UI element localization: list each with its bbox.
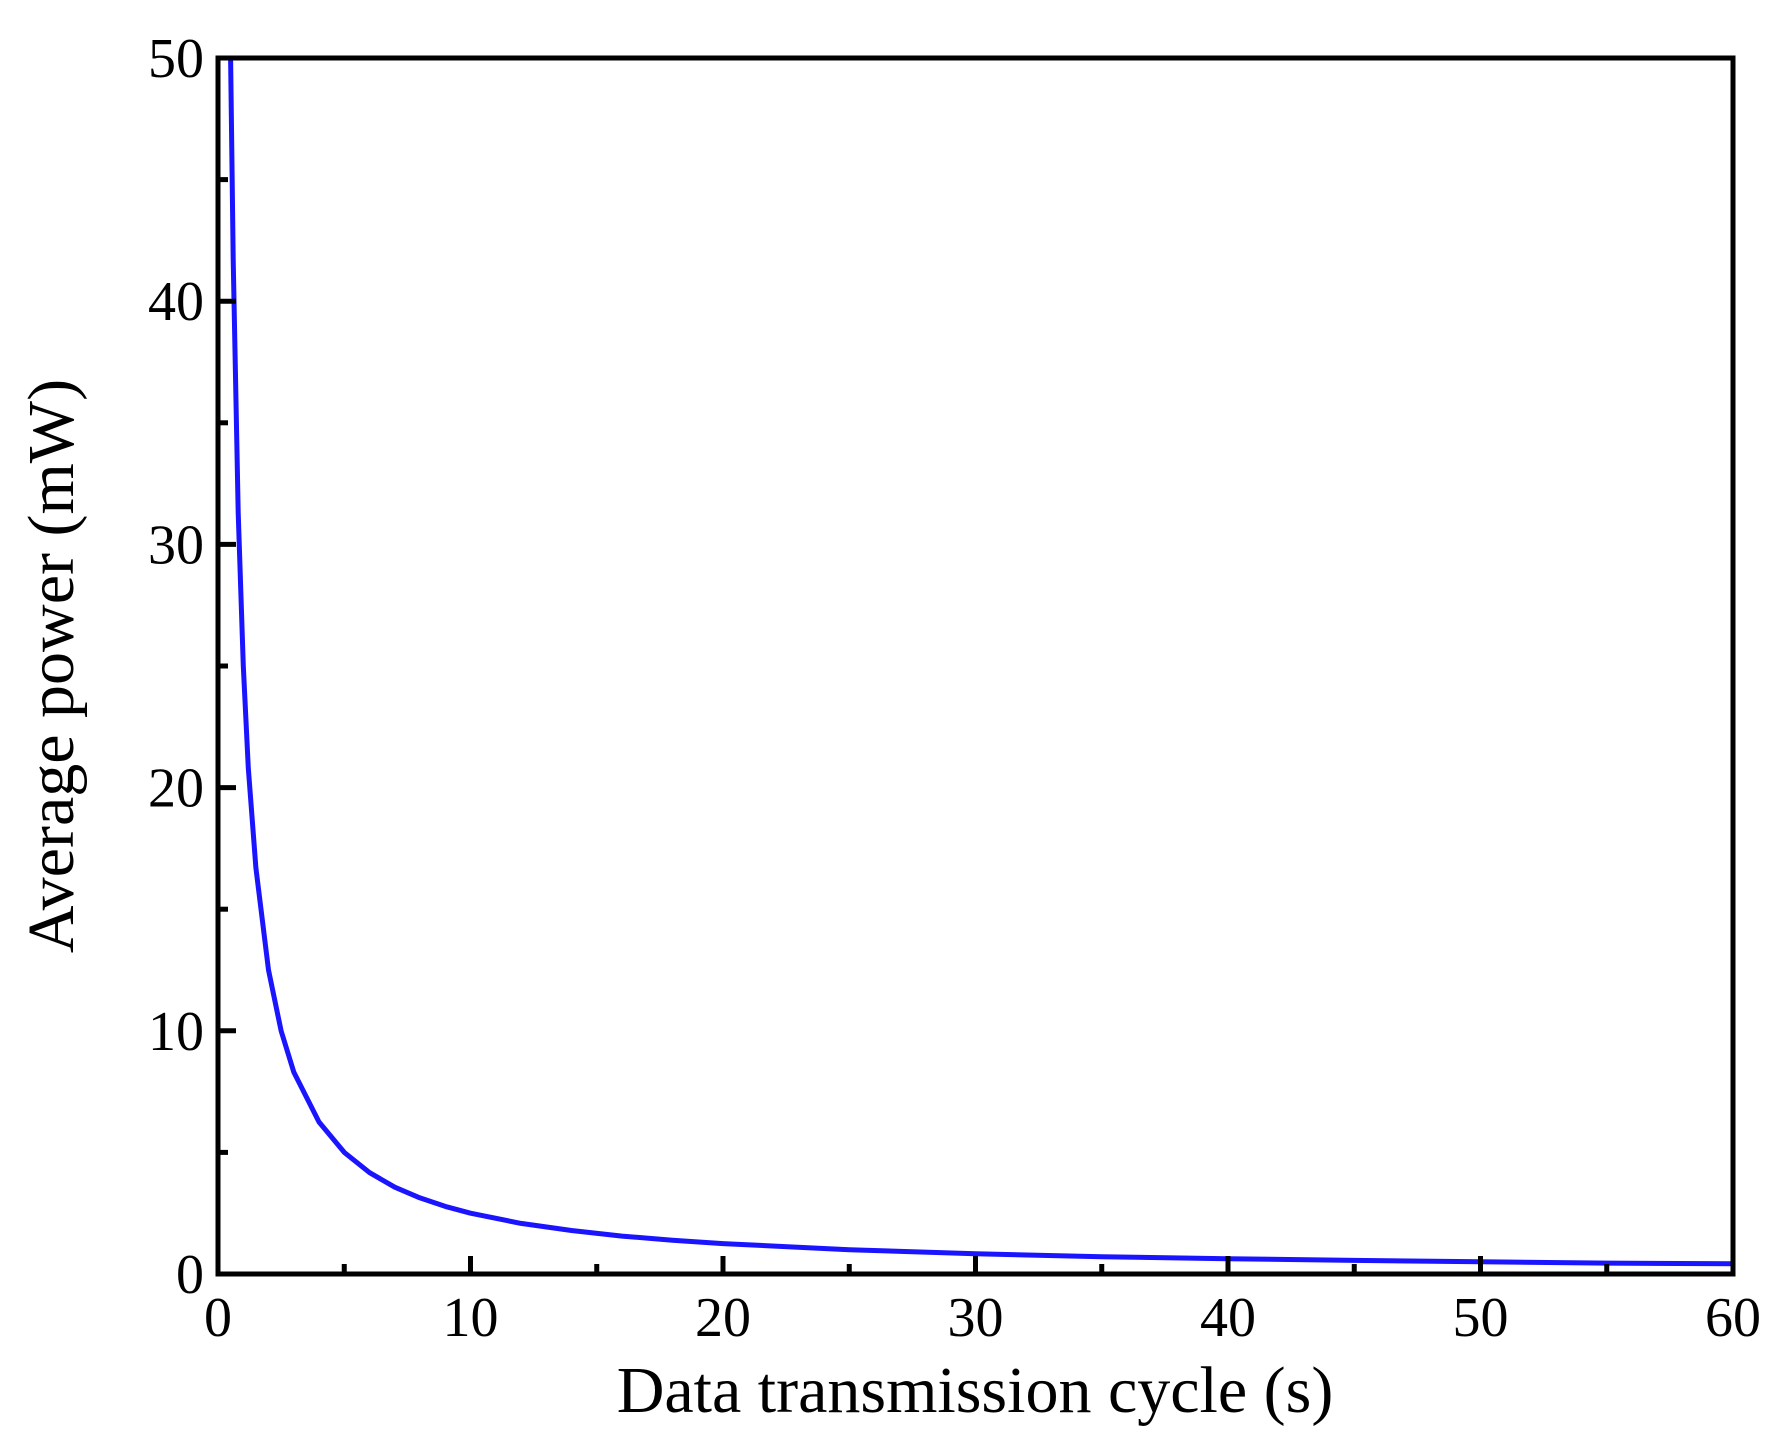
y-tick-label: 0 — [176, 1244, 204, 1306]
tick-layer: 0 10 20 30 40 50 60 0 10 20 30 40 50 — [148, 28, 1761, 1349]
y-tick-label: 40 — [148, 271, 204, 333]
series-line — [228, 55, 1736, 1267]
x-tick-label: 20 — [695, 1287, 751, 1349]
y-axis-title: Average power (mW) — [15, 379, 88, 953]
x-tick-label: 30 — [948, 1287, 1004, 1349]
x-tick-label: 10 — [443, 1287, 499, 1349]
y-tick-label: 20 — [148, 758, 204, 820]
plot-frame — [215, 55, 1736, 1277]
x-tick-label: 60 — [1705, 1287, 1761, 1349]
x-axis-title: Data transmission cycle (s) — [617, 1354, 1334, 1427]
y-tick-label: 30 — [148, 514, 204, 576]
y-tick-label: 10 — [148, 1001, 204, 1063]
x-tick-label: 0 — [204, 1287, 232, 1349]
plot-layer — [228, 55, 1736, 1267]
x-tick-label: 50 — [1453, 1287, 1509, 1349]
x-tick-label: 40 — [1200, 1287, 1256, 1349]
y-tick-label: 50 — [148, 28, 204, 90]
